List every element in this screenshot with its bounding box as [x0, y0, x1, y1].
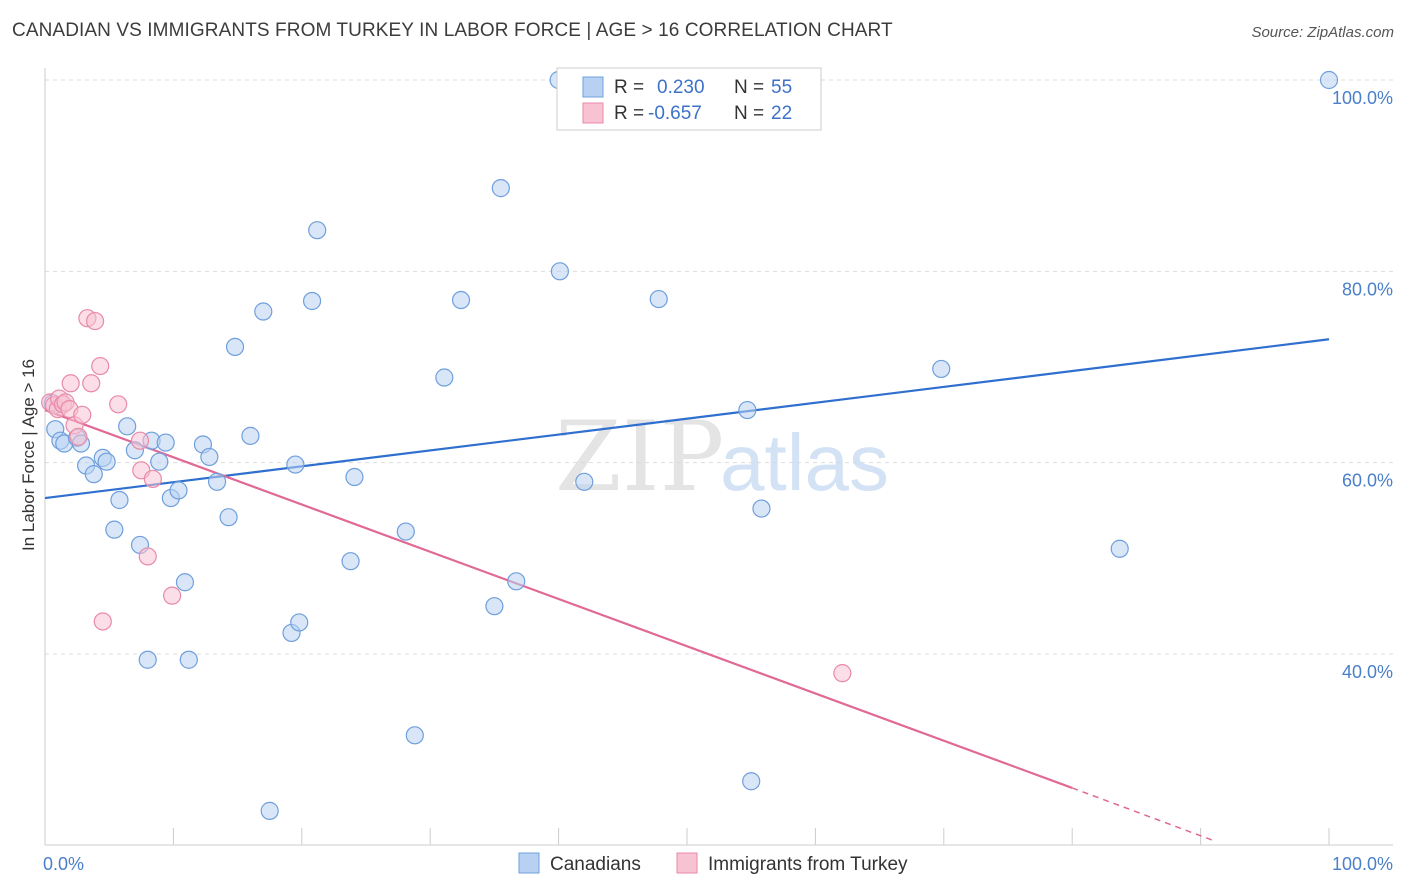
point-canadians-48 [649, 289, 668, 309]
point-turkey-10 [73, 405, 92, 424]
x-tick-label-left: 0.0% [43, 854, 84, 874]
grid-lines [45, 79, 1393, 655]
trend-line-canadians [44, 338, 1330, 500]
point-turkey-9 [69, 427, 88, 446]
point-canadians-49 [738, 400, 757, 420]
stats-legend-swatch-canadians [582, 76, 604, 98]
point-canadians-15 [138, 650, 157, 669]
legend-label-canadians: Canadians [550, 854, 641, 875]
point-canadians-18 [156, 433, 175, 452]
point-canadians-17 [150, 452, 169, 471]
point-turkey-13 [85, 311, 105, 331]
data-points [41, 70, 1339, 820]
point-canadians-7 [84, 465, 103, 484]
y-axis-label: In Labor Force | Age > 16 [19, 359, 38, 551]
watermark: ZIP atlas [555, 401, 889, 513]
stats-r-label-turkey: R = [614, 103, 644, 124]
series-legend: Canadians Immigrants from Turkey [518, 852, 908, 875]
point-canadians-37 [345, 467, 364, 487]
point-canadians-43 [491, 179, 510, 198]
stats-r-value-canadians: 0.230 [657, 77, 705, 98]
watermark-atlas: atlas [720, 418, 889, 507]
point-canadians-44 [507, 572, 526, 591]
point-canadians-32 [286, 455, 305, 474]
chart-title: CANADIAN VS IMMIGRANTS FROM TURKEY IN LA… [12, 20, 893, 41]
point-turkey-22 [833, 664, 852, 683]
point-canadians-41 [451, 290, 471, 310]
point-canadians-50 [742, 772, 761, 791]
point-turkey-17 [130, 431, 150, 450]
stats-r-value-turkey: -0.657 [648, 103, 702, 124]
stats-n-value-canadians: 55 [771, 77, 792, 98]
point-canadians-9 [97, 452, 116, 471]
point-canadians-12 [118, 417, 137, 436]
point-turkey-7 [61, 374, 80, 393]
stats-n-label-turkey: N = [734, 103, 764, 124]
chart-source: Source: ZipAtlas.com [1251, 24, 1394, 41]
axes [44, 68, 1393, 846]
y-tick-label-0: 100.0% [1332, 88, 1393, 108]
tick-labels: 100.0% 80.0% 60.0% 40.0% 0.0% 100.0% [43, 88, 1393, 874]
point-canadians-51 [752, 499, 771, 518]
point-canadians-47 [575, 472, 594, 491]
watermark-zip: ZIP [555, 401, 724, 513]
point-canadians-54 [1319, 70, 1339, 90]
point-canadians-22 [179, 650, 198, 669]
legend-label-turkey: Immigrants from Turkey [708, 854, 908, 875]
y-tick-label-1: 80.0% [1342, 279, 1393, 299]
point-canadians-26 [219, 508, 238, 527]
point-turkey-14 [91, 356, 110, 376]
point-turkey-15 [93, 612, 112, 631]
point-canadians-42 [485, 597, 504, 616]
point-turkey-19 [138, 547, 157, 566]
x-tick-label-right: 100.0% [1332, 854, 1393, 874]
point-canadians-27 [225, 337, 245, 357]
legend-swatch-canadians [518, 852, 540, 874]
point-turkey-20 [143, 469, 162, 489]
point-canadians-10 [105, 520, 124, 539]
point-canadians-28 [241, 426, 260, 445]
point-canadians-52 [932, 359, 951, 379]
point-canadians-38 [396, 522, 415, 541]
point-canadians-21 [175, 573, 195, 592]
point-canadians-33 [290, 613, 309, 632]
point-turkey-12 [82, 374, 101, 393]
point-canadians-25 [207, 472, 227, 491]
trend-line-turkey-extrapolated [1071, 787, 1214, 842]
point-canadians-24 [200, 447, 219, 467]
point-canadians-30 [260, 801, 279, 820]
stats-n-label-canadians: N = [734, 77, 764, 98]
stats-n-value-turkey: 22 [771, 103, 792, 124]
point-canadians-39 [405, 726, 424, 745]
point-canadians-29 [254, 302, 273, 321]
stats-legend-swatch-turkey [582, 102, 604, 124]
point-canadians-34 [302, 291, 322, 311]
point-turkey-16 [109, 395, 128, 414]
legend-swatch-turkey [676, 852, 698, 874]
point-turkey-21 [163, 586, 182, 605]
stats-r-label-canadians: R = [614, 77, 644, 98]
point-canadians-46 [550, 262, 569, 281]
point-canadians-40 [435, 368, 454, 387]
point-canadians-53 [1110, 539, 1129, 558]
y-tick-label-2: 60.0% [1342, 471, 1393, 491]
y-tick-label-3: 40.0% [1342, 662, 1393, 682]
point-canadians-35 [308, 221, 327, 240]
point-canadians-36 [341, 552, 360, 571]
point-canadians-11 [110, 490, 129, 510]
point-canadians-20 [169, 481, 188, 500]
stats-legend: R = 0.230 N = 55 R = -0.657 N = 22 [556, 67, 822, 131]
